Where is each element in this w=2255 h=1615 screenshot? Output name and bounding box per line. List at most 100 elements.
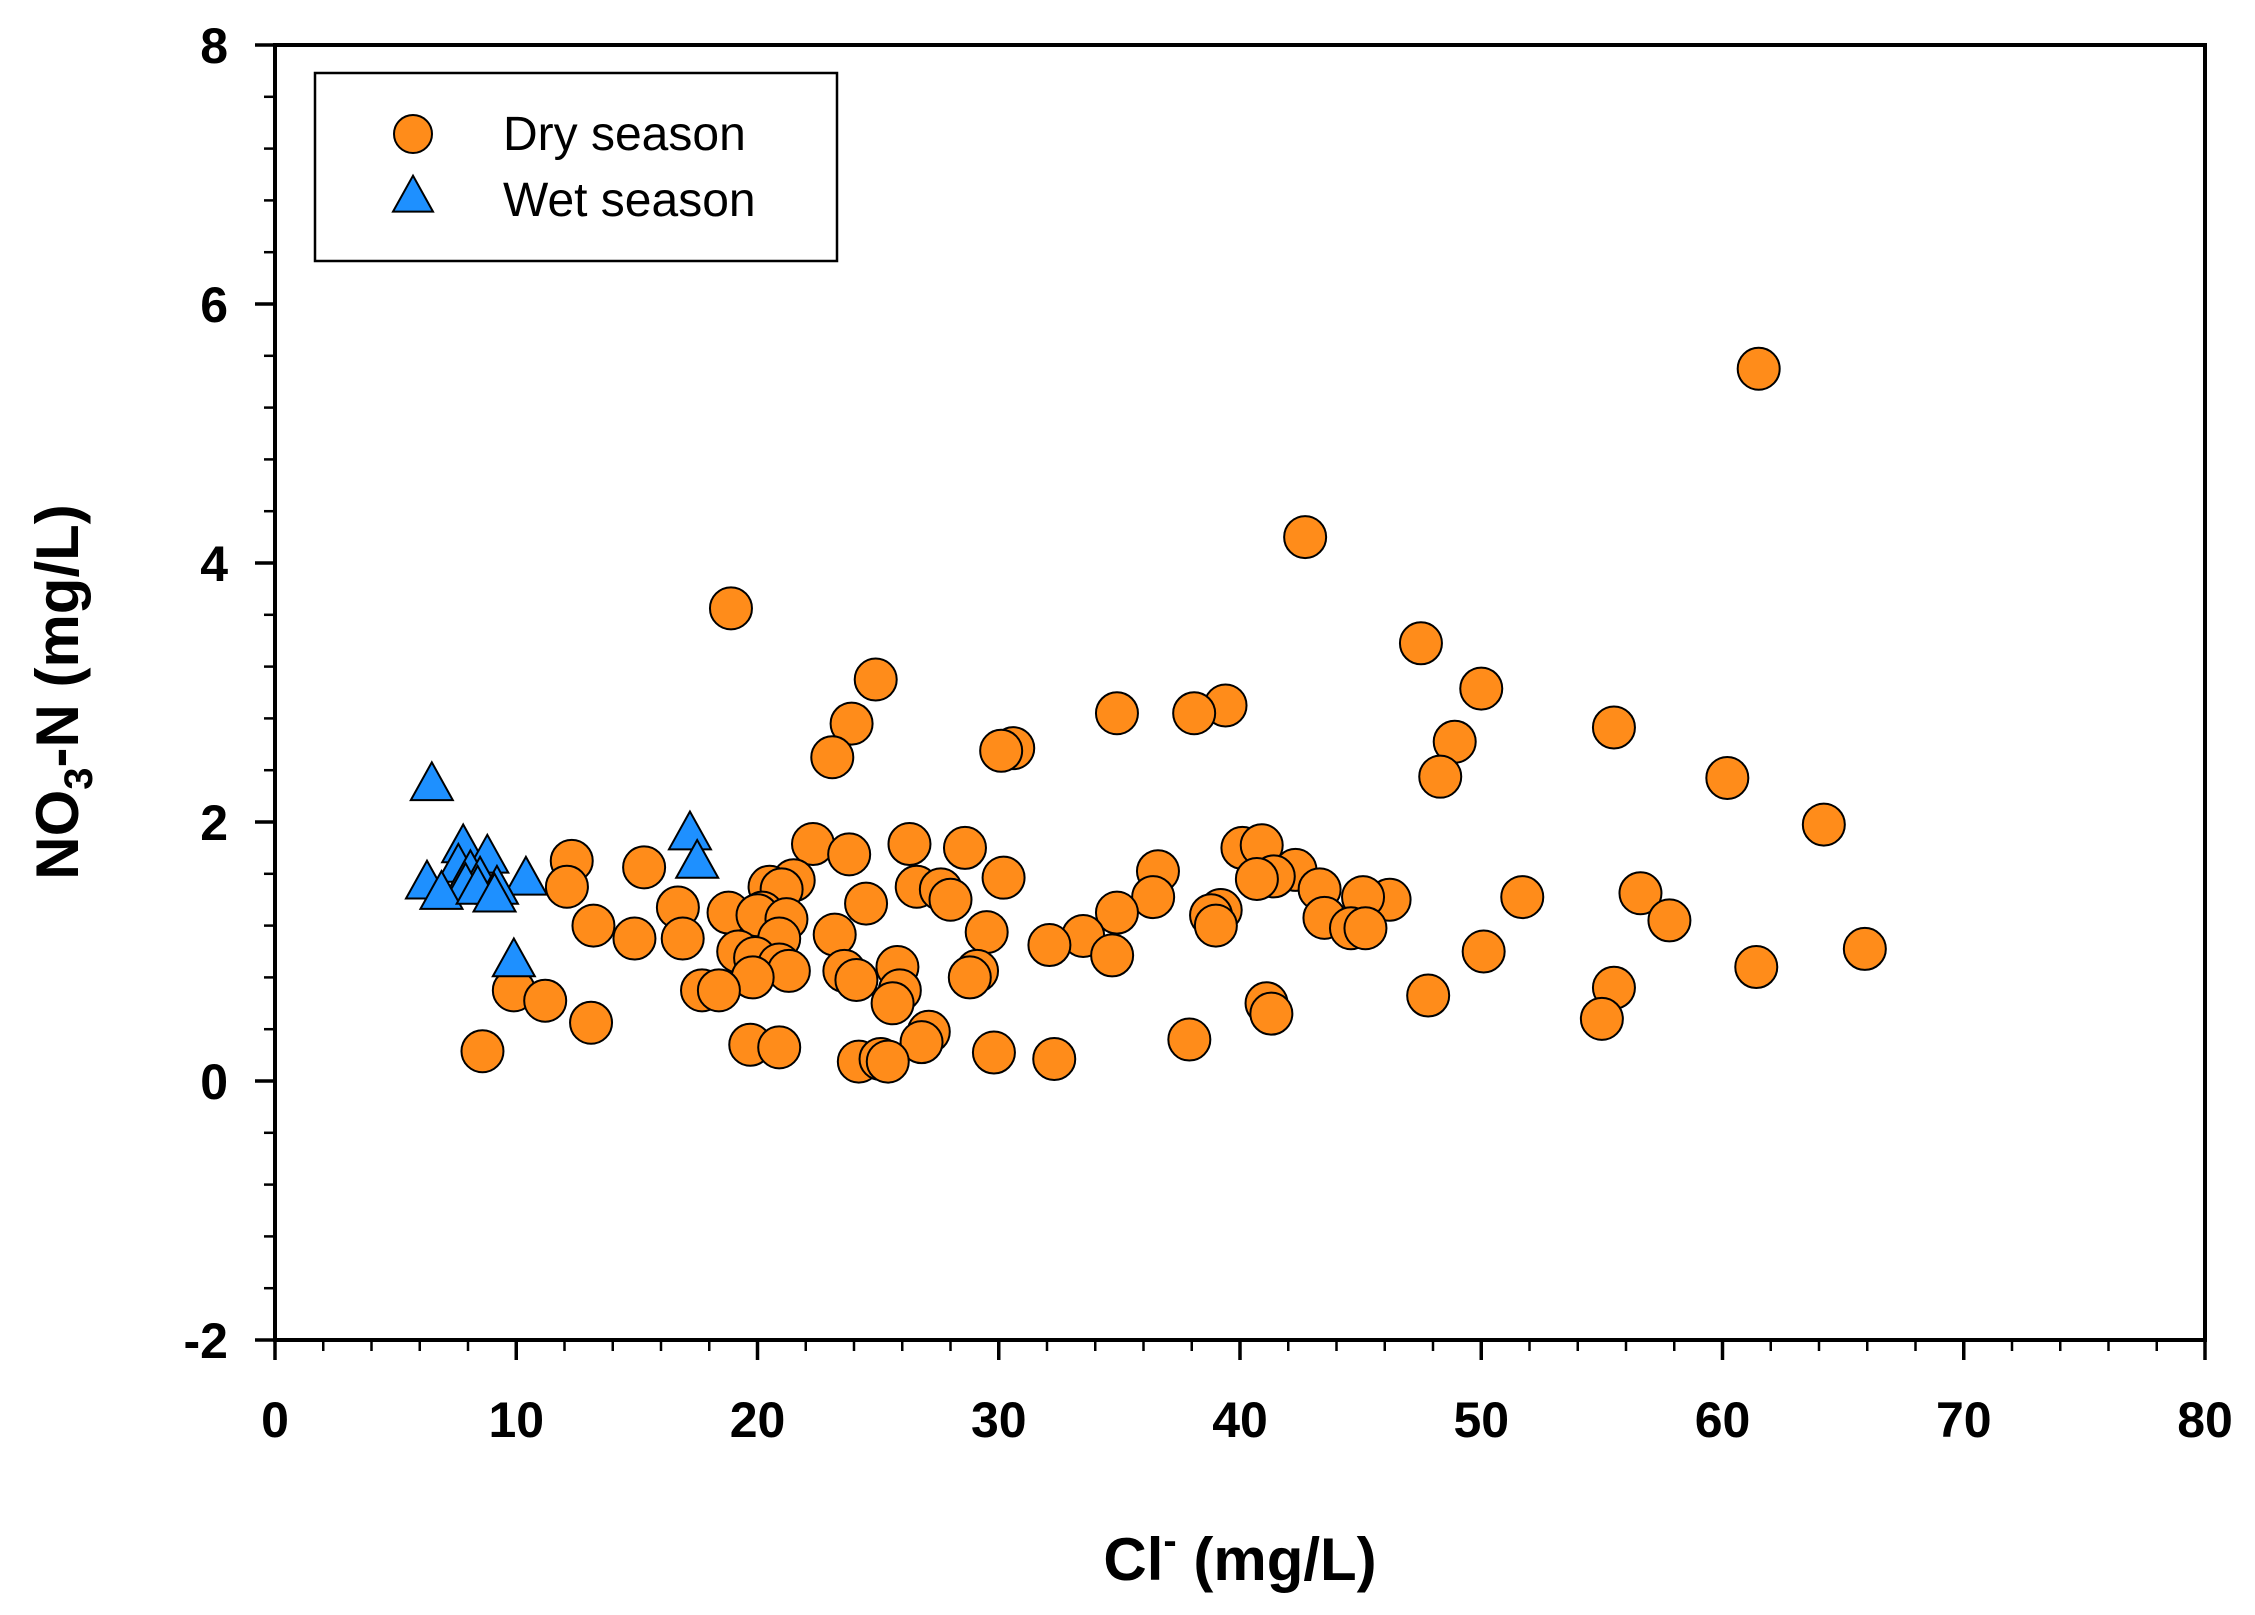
dry-season-point (523, 978, 568, 1023)
y-axis-title-subscript: 3 (57, 768, 101, 790)
x-tick-label: 30 (971, 1392, 1027, 1448)
wet-season-point (667, 809, 713, 851)
dry-season-point (947, 955, 992, 1000)
y-tick-label: 6 (200, 277, 228, 333)
dry-season-point (1459, 666, 1504, 711)
dry-season-point (1343, 906, 1388, 951)
dry-season-point (1579, 996, 1624, 1041)
dry-season-point (812, 912, 857, 957)
x-tick-label: 70 (1936, 1392, 1992, 1448)
dry-season-point (1193, 903, 1238, 948)
dry-season-point (971, 1030, 1016, 1075)
dry-season-point (460, 1029, 505, 1074)
dry-season-point (827, 832, 872, 877)
dry-season-point (870, 981, 915, 1026)
dry-season-point (1801, 802, 1846, 847)
dry-season-point (1461, 929, 1506, 974)
dry-season-point (1618, 871, 1663, 916)
dry-season-point (766, 948, 811, 993)
dry-season-point (612, 916, 657, 961)
dry-season-point (810, 735, 855, 780)
x-tick-label: 0 (261, 1392, 289, 1448)
dry-season-point (942, 825, 987, 870)
dry-season-point (928, 877, 973, 922)
x-axis-title-unit: (mg/L) (1177, 1526, 1377, 1593)
wet-season-point (471, 871, 518, 913)
dry-season-point (1283, 515, 1328, 560)
dry-season-point (899, 1020, 944, 1065)
legend-wet-triangle (391, 173, 435, 213)
y-tick-label: -2 (184, 1313, 228, 1369)
x-tick-label: 60 (1695, 1392, 1751, 1448)
dry-season-point (1591, 705, 1636, 750)
legend-box (313, 71, 839, 263)
dry-season-point (865, 1039, 910, 1084)
wet-season-point (409, 760, 455, 802)
dry-season-point (1398, 621, 1443, 666)
dry-season-point (1647, 898, 1692, 943)
dry-season-point (1094, 691, 1139, 736)
wet-season-point (674, 837, 720, 879)
dry-season-point (1842, 926, 1887, 971)
y-tick-labels: -2 0 2 4 6 8 (184, 18, 229, 1369)
legend: Dry season Wet season (313, 71, 839, 263)
y-tick-label: 2 (200, 795, 228, 851)
dry-season-point (1027, 923, 1072, 968)
dry-season-point (887, 822, 932, 867)
wet-season-point (418, 869, 465, 910)
wet-season-point (491, 936, 537, 978)
y-axis-title-pre: NO (24, 790, 91, 880)
dry-season-point (844, 881, 889, 926)
x-axis-title-base: Cl (1103, 1526, 1163, 1593)
y-axis-title: NO3-N (mg/L) (24, 504, 101, 880)
dry-season-point (1094, 890, 1139, 935)
dry-season-point (1734, 945, 1779, 990)
dry-season-point (757, 1025, 802, 1070)
x-axis-title-superscript: - (1163, 1519, 1176, 1563)
legend-dry-circle (393, 114, 433, 154)
legend-label-wet-season: Wet season (503, 174, 756, 227)
dry-season-point (979, 728, 1024, 773)
dry-season-point (1500, 875, 1545, 920)
x-tick-label: 80 (2177, 1392, 2233, 1448)
legend-marker-wet-season (391, 173, 435, 213)
dry-season-point (834, 957, 879, 1002)
x-tick-labels: 0 10 20 30 40 50 60 70 80 (261, 1392, 2233, 1448)
dry-season-point (1234, 856, 1279, 901)
x-tick-label: 20 (730, 1392, 786, 1448)
plot-area-frame (273, 43, 2207, 1342)
dry-season-point (853, 657, 898, 702)
dry-season-point (660, 916, 705, 961)
dry-season-point (1172, 691, 1217, 736)
y-tick-label: 8 (200, 18, 228, 74)
dry-season-point (1406, 973, 1451, 1018)
x-tick-label: 40 (1212, 1392, 1268, 1448)
dry-season-point (964, 910, 1009, 955)
dry-season-point (569, 1000, 614, 1045)
dry-season-point (1249, 991, 1294, 1036)
dry-season-point (571, 903, 616, 948)
legend-label-dry-season: Dry season (503, 108, 746, 161)
y-tick-label: 4 (200, 536, 228, 592)
legend-marker-dry-season (393, 114, 433, 154)
dry-season-point (1736, 346, 1781, 391)
dry-season-point (544, 864, 589, 909)
wet-season-points (404, 760, 720, 978)
dry-season-point (1090, 933, 1135, 978)
x-axis-title: Cl- (mg/L) (1103, 1519, 1376, 1593)
wet-season-point (503, 854, 549, 896)
dry-season-point (622, 845, 667, 890)
dry-season-point (829, 701, 874, 746)
dry-season-point (1167, 1017, 1212, 1062)
dry-season-point (708, 586, 753, 631)
dry-season-point (1705, 755, 1750, 800)
x-tick-label: 50 (1453, 1392, 1509, 1448)
major-ticks (255, 43, 2207, 1360)
dry-season-point (1032, 1036, 1077, 1081)
x-tick-label: 10 (488, 1392, 544, 1448)
y-tick-label: 0 (200, 1054, 228, 1110)
dry-season-point (696, 968, 741, 1013)
dry-season-point (1418, 754, 1463, 799)
